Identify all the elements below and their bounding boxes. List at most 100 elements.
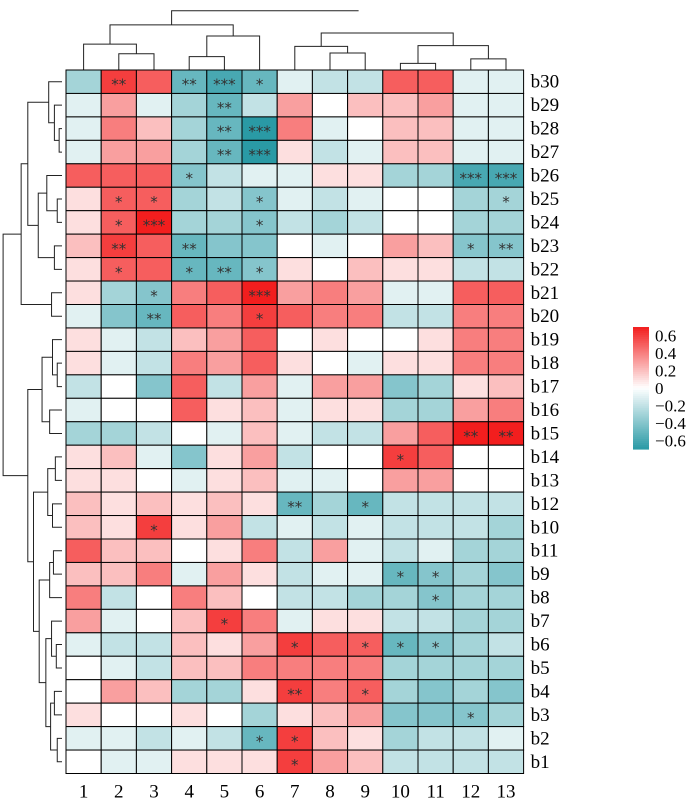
legend-gradient-band: [633, 365, 649, 369]
significance-mark: *: [397, 568, 405, 586]
significance-mark: **: [499, 240, 515, 258]
heatmap-cell: [100, 608, 137, 634]
heatmap-cell: [452, 468, 489, 493]
heatmap-cell: [171, 116, 208, 141]
heatmap-cell: [65, 233, 102, 259]
significance-mark: *: [291, 756, 299, 774]
significance-mark: **: [217, 99, 233, 117]
heatmap-cell: [100, 304, 137, 329]
heatmap-cell: [276, 210, 313, 235]
significance-mark: ***: [248, 123, 271, 141]
legend-gradient-band: [633, 381, 649, 385]
dendrogram-branch: [53, 245, 62, 270]
heatmap-cell: [452, 210, 489, 235]
heatmap-cell: [206, 350, 243, 376]
heatmap-cell: [347, 163, 384, 188]
heatmap-cell: [417, 538, 454, 563]
legend-gradient-band: [633, 436, 649, 440]
significance-mark: ***: [248, 146, 271, 164]
heatmap-cell: [382, 186, 419, 212]
heatmap-cell: [135, 163, 173, 188]
significance-mark: *: [361, 639, 369, 657]
heatmap-cell: [171, 397, 208, 423]
row-label: b25: [531, 189, 560, 210]
heatmap-cell: [452, 726, 489, 751]
heatmap-cell: [311, 116, 349, 141]
heatmap-cell: [452, 257, 489, 282]
legend-tick-label: 0: [655, 379, 664, 398]
heatmap-cell: [171, 444, 208, 470]
dendrogram-branch: [55, 644, 62, 669]
significance-mark: **: [182, 76, 198, 94]
heatmap-cell: [311, 538, 349, 563]
heatmap-cell: [487, 257, 525, 282]
row-label: b1: [531, 752, 550, 773]
heatmap-cell: [417, 69, 454, 94]
heatmap-cell: [241, 515, 278, 540]
legend-tick-label: 0.2: [655, 362, 676, 381]
heatmap-cell: [241, 92, 278, 118]
heatmap-cell: [171, 350, 208, 376]
heatmap-cell: [347, 585, 384, 610]
dendrogram-branch: [470, 58, 507, 70]
heatmap-cell: [382, 515, 419, 540]
heatmap-cell: [382, 327, 419, 352]
heatmap-cell: [206, 304, 243, 329]
dendrogram-branch: [49, 409, 62, 434]
significance-mark: *: [150, 287, 158, 305]
legend-gradient-band: [633, 408, 649, 411]
legend-gradient-band: [633, 373, 649, 377]
heatmap-cell: [65, 585, 102, 610]
heatmap-cell: [487, 304, 525, 329]
heatmap-cell: [276, 655, 313, 681]
heatmap-cell: [311, 69, 349, 94]
heatmap-cell: [452, 186, 489, 212]
heatmap-cell: [276, 468, 313, 493]
heatmap-cell: [100, 585, 137, 610]
heatmap-cell: [65, 702, 102, 728]
heatmap-cell: [347, 561, 384, 587]
heatmap-cell: [311, 233, 349, 259]
heatmap-cell: [206, 491, 243, 517]
column-dendrogram: [83, 10, 507, 70]
legend-gradient-band: [633, 392, 649, 395]
significance-mark: *: [150, 521, 158, 539]
heatmap-cell: [135, 92, 173, 118]
significance-mark: *: [115, 263, 123, 281]
heatmap-cell: [65, 257, 102, 282]
dendrogram-branch: [188, 56, 225, 70]
row-label: b18: [531, 353, 560, 374]
legend-gradient-band: [633, 379, 649, 383]
heatmap-cell: [241, 749, 278, 774]
heatmap-cell: [206, 468, 243, 493]
heatmap-cell: [65, 726, 102, 751]
heatmap-cell: [241, 233, 278, 259]
heatmap-cell: [311, 749, 349, 774]
heatmap-cell: [276, 233, 313, 259]
legend-gradient-band: [633, 390, 649, 393]
heatmap-cell: [276, 139, 313, 165]
heatmap-cell: [382, 421, 419, 446]
heatmap-cell: [65, 92, 102, 118]
heatmap-cell: [171, 561, 208, 587]
heatmap-cell: [241, 608, 278, 634]
dendrogram-branch: [83, 43, 137, 70]
heatmap-cell: [417, 163, 454, 188]
row-dendrogram: [2, 81, 62, 763]
heatmap-cell: [311, 702, 349, 728]
legend-gradient-band: [633, 367, 649, 371]
heatmap-cell: [206, 585, 243, 610]
heatmap-cell: [417, 233, 454, 259]
heatmap-cell: [171, 468, 208, 493]
heatmap-cell: [311, 632, 349, 657]
heatmap-cell: [347, 608, 384, 634]
heatmap-cell: [347, 538, 384, 563]
row-label: b16: [531, 400, 560, 421]
heatmap-cell: [65, 538, 102, 563]
row-label: b5: [531, 658, 550, 679]
heatmap-cell: [100, 491, 137, 517]
heatmap-cell: [276, 304, 313, 329]
significance-mark: *: [115, 216, 123, 234]
heatmap-cell: [347, 515, 384, 540]
legend-gradient-band: [633, 422, 649, 426]
